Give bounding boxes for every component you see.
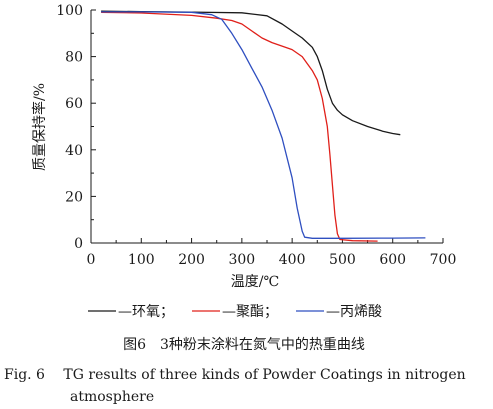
y-tick-label: 100 [56,3,83,19]
x-tick-label: 700 [430,252,457,268]
x-axis-title: 温度/℃ [231,274,279,290]
y-tick-label: 0 [74,236,83,252]
y-tick-label: 20 [65,189,83,205]
x-tick-label: 200 [178,252,205,268]
figure-caption-en-line2: atmosphere [70,389,154,405]
x-tick-label: 0 [87,252,96,268]
figure-caption-cn: 图6 3种粉末涂料在氮气中的热重曲线 [123,337,365,353]
series-line-epoxy [101,10,401,136]
x-tick-label: 600 [379,252,406,268]
x-tick-label: 400 [279,252,306,268]
y-tick-label: 80 [65,50,83,66]
series-line-acrylic [101,11,426,239]
x-tick-label: 300 [228,252,255,268]
series-line-polyester [101,11,378,242]
legend: —环氧； —聚酯； —丙烯酸 [88,304,382,320]
legend-label-acrylic: —丙烯酸 [326,304,382,320]
y-tick-label: 60 [65,96,83,112]
figure-caption-en-line1: Fig. 6 TG results of three kinds of Powd… [4,367,466,383]
x-tick-label: 100 [128,252,155,268]
legend-label-epoxy: —环氧； [118,304,174,320]
y-tick-label: 40 [65,143,83,159]
legend-label-polyester: —聚酯； [222,304,278,320]
x-tick-label: 500 [329,252,356,268]
y-axis-title: 质量保持率/% [31,83,48,171]
plot-area: 0 100 200 300 400 500 600 700 0 20 40 60 80 100 [56,3,456,268]
